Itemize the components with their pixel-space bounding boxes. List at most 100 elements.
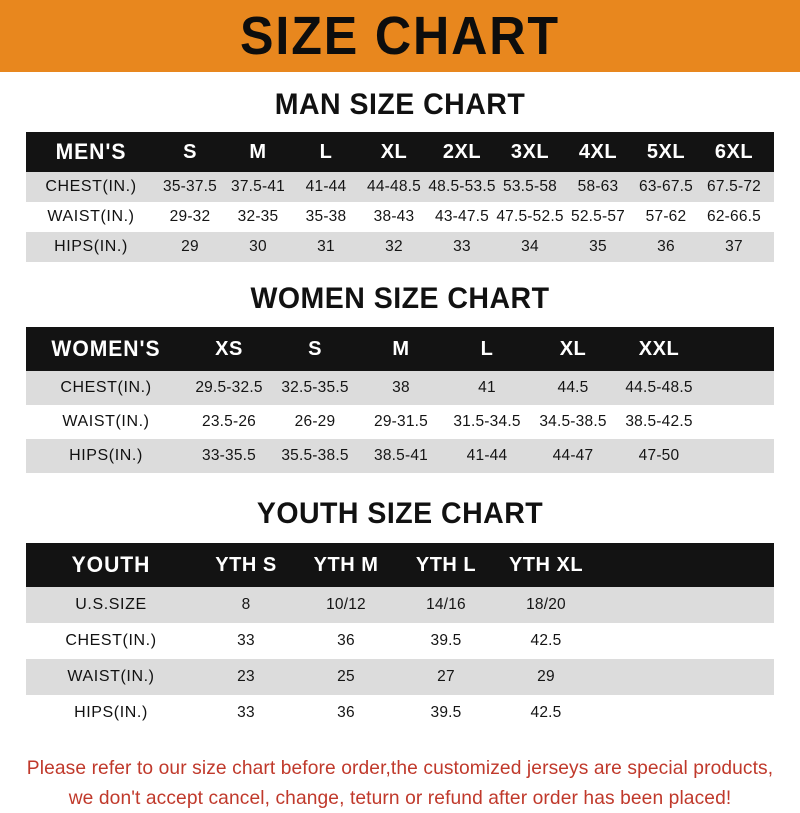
youth-chest-l: 39.5 bbox=[430, 632, 462, 649]
footer-line-2: we don't accept cancel, change, teturn o… bbox=[68, 787, 732, 809]
men-chest-3xl: 53.5-58 bbox=[503, 178, 557, 195]
women-hips-l: 41-44 bbox=[466, 447, 508, 464]
men-chest-2xl: 48.5-53.5 bbox=[428, 178, 496, 195]
men-waist-4xl: 52.5-57 bbox=[571, 208, 625, 225]
men-waist-m: 32-35 bbox=[237, 208, 279, 225]
men-chest-l: 41-44 bbox=[305, 178, 347, 195]
women-size-xxl: XXL bbox=[638, 337, 680, 360]
women-chest-xs: 29.5-32.5 bbox=[195, 379, 263, 396]
men-chest-5xl: 63-67.5 bbox=[639, 178, 693, 195]
women-hips-spacer bbox=[702, 439, 774, 473]
men-hips-4xl: 35 bbox=[589, 238, 607, 255]
footer-disclaimer: Please refer to our size chart before or… bbox=[18, 753, 782, 813]
women-hips-label: HIPS(IN.) bbox=[69, 447, 143, 464]
men-chest-spacer bbox=[768, 172, 774, 202]
youth-hips-xl: 42.5 bbox=[530, 704, 562, 721]
table-row: WAIST(IN.) 23.5-26 26-29 29-31.5 31.5-34… bbox=[26, 405, 774, 439]
men-hips-xl: 32 bbox=[385, 238, 403, 255]
men-hips-spacer bbox=[768, 232, 774, 262]
women-waist-m: 29-31.5 bbox=[374, 413, 428, 430]
men-header-spacer bbox=[768, 132, 774, 172]
men-chest-label: CHEST(IN.) bbox=[45, 178, 137, 195]
men-hips-label: HIPS(IN.) bbox=[54, 238, 128, 255]
women-chest-xxl: 44.5-48.5 bbox=[625, 379, 693, 396]
men-size-table: MEN'S S M L XL 2XL 3XL 4XL 5XL 6XL CHEST… bbox=[26, 132, 774, 262]
women-hips-xl: 44-47 bbox=[552, 447, 594, 464]
men-size-2xl: 2XL bbox=[442, 140, 482, 163]
youth-chest-m: 36 bbox=[337, 632, 355, 649]
table-row: CHEST(IN.) 35-37.5 37.5-41 41-44 44-48.5… bbox=[26, 172, 774, 202]
men-size-xl: XL bbox=[380, 140, 408, 163]
women-waist-xl: 34.5-38.5 bbox=[539, 413, 607, 430]
youth-ussize-m: 10/12 bbox=[326, 596, 366, 613]
men-hips-6xl: 37 bbox=[725, 238, 743, 255]
women-chest-l: 41 bbox=[478, 379, 496, 396]
youth-size-xl: YTH XL bbox=[508, 553, 584, 576]
men-hips-s: 29 bbox=[181, 238, 199, 255]
men-hips-3xl: 34 bbox=[521, 238, 539, 255]
women-waist-l: 31.5-34.5 bbox=[453, 413, 521, 430]
table-row: HIPS(IN.) 33-35.5 35.5-38.5 38.5-41 41-4… bbox=[26, 439, 774, 473]
women-header-spacer bbox=[702, 327, 774, 371]
women-size-table: WOMEN'S XS S M L XL XXL CHEST(IN.) 29.5-… bbox=[26, 327, 774, 473]
men-hips-m: 30 bbox=[249, 238, 267, 255]
men-header-row: MEN'S S M L XL 2XL 3XL 4XL 5XL 6XL bbox=[26, 132, 774, 172]
women-chest-s: 32.5-35.5 bbox=[281, 379, 349, 396]
youth-hips-s: 33 bbox=[237, 704, 255, 721]
youth-chest-s: 33 bbox=[237, 632, 255, 649]
youth-header-spacer bbox=[596, 543, 774, 587]
table-row: CHEST(IN.) 33 36 39.5 42.5 bbox=[26, 623, 774, 659]
youth-chest-spacer bbox=[596, 623, 774, 659]
men-chest-s: 35-37.5 bbox=[163, 178, 217, 195]
youth-size-l: YTH L bbox=[415, 553, 477, 576]
table-row: CHEST(IN.) 29.5-32.5 32.5-35.5 38 41 44.… bbox=[26, 371, 774, 405]
men-size-3xl: 3XL bbox=[510, 140, 550, 163]
youth-chest-xl: 42.5 bbox=[530, 632, 562, 649]
youth-hips-l: 39.5 bbox=[430, 704, 462, 721]
men-waist-spacer bbox=[768, 202, 774, 232]
women-size-xs: XS bbox=[215, 337, 243, 360]
men-waist-xl: 38-43 bbox=[373, 208, 415, 225]
youth-waist-xl: 29 bbox=[537, 668, 555, 685]
youth-size-s: YTH S bbox=[215, 553, 277, 576]
men-size-4xl: 4XL bbox=[578, 140, 618, 163]
youth-ussize-s: 8 bbox=[241, 596, 251, 613]
women-chest-label: CHEST(IN.) bbox=[60, 379, 152, 396]
table-row: HIPS(IN.) 29 30 31 32 33 34 35 36 37 bbox=[26, 232, 774, 262]
men-size-l: L bbox=[319, 140, 333, 163]
women-hips-s: 35.5-38.5 bbox=[281, 447, 349, 464]
youth-hips-m: 36 bbox=[337, 704, 355, 721]
men-hips-2xl: 33 bbox=[453, 238, 471, 255]
men-hips-l: 31 bbox=[317, 238, 335, 255]
women-size-s: S bbox=[308, 337, 322, 360]
youth-hips-label: HIPS(IN.) bbox=[74, 704, 148, 721]
women-section-title: WOMEN SIZE CHART bbox=[250, 282, 550, 315]
women-waist-s: 26-29 bbox=[294, 413, 336, 430]
men-chest-m: 37.5-41 bbox=[231, 178, 285, 195]
women-chest-spacer bbox=[702, 371, 774, 405]
table-row: WAIST(IN.) 29-32 32-35 35-38 38-43 43-47… bbox=[26, 202, 774, 232]
men-hips-5xl: 36 bbox=[657, 238, 675, 255]
youth-hips-spacer bbox=[596, 695, 774, 731]
men-waist-3xl: 47.5-52.5 bbox=[496, 208, 564, 225]
women-waist-spacer bbox=[702, 405, 774, 439]
women-waist-label: WAIST(IN.) bbox=[62, 413, 150, 430]
youth-header-label: YOUTH bbox=[71, 552, 151, 577]
men-waist-label: WAIST(IN.) bbox=[47, 208, 135, 225]
youth-ussize-l: 14/16 bbox=[426, 596, 466, 613]
youth-section-title: YOUTH SIZE CHART bbox=[256, 497, 544, 530]
men-size-6xl: 6XL bbox=[714, 140, 754, 163]
men-size-s: S bbox=[183, 140, 197, 163]
youth-waist-m: 25 bbox=[337, 668, 355, 685]
women-chest-m: 38 bbox=[392, 379, 410, 396]
men-waist-l: 35-38 bbox=[305, 208, 347, 225]
man-section-title: MAN SIZE CHART bbox=[274, 88, 526, 121]
women-hips-xxl: 47-50 bbox=[638, 447, 680, 464]
women-hips-xs: 33-35.5 bbox=[202, 447, 256, 464]
table-row: HIPS(IN.) 33 36 39.5 42.5 bbox=[26, 695, 774, 731]
men-chest-4xl: 58-63 bbox=[577, 178, 619, 195]
men-chest-6xl: 67.5-72 bbox=[707, 178, 761, 195]
women-chest-xl: 44.5 bbox=[557, 379, 589, 396]
men-waist-s: 29-32 bbox=[169, 208, 211, 225]
youth-size-m: YTH M bbox=[313, 553, 379, 576]
